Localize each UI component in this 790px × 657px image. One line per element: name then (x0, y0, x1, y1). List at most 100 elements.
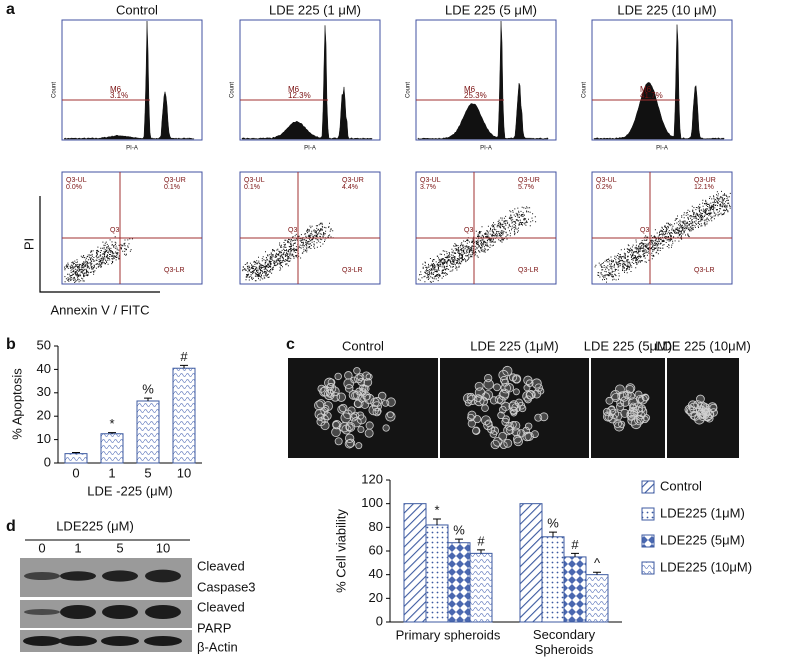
y-tick-label: 100 (361, 495, 383, 510)
bar (585, 574, 609, 623)
blot-band (101, 636, 139, 646)
legend-label: LDE225 (10μM) (660, 559, 752, 574)
x-tick-label: Secondary Spheroids (533, 627, 596, 657)
error-bar (433, 518, 441, 525)
panel-title: LDE 225 (5 μM) (445, 2, 537, 17)
quadrant-label: Q3-UL (596, 177, 617, 184)
quadrant-pct: 4.4% (342, 184, 358, 191)
significance-mark: % (453, 523, 465, 538)
lane-label: 1 (74, 540, 81, 555)
quadrant-pct: 3.7% (420, 184, 436, 191)
scatter-frame (239, 171, 381, 285)
axis-label: Annexin V / FITC (51, 302, 150, 317)
quadrant-center: Q3 (110, 227, 119, 234)
quadrant-center: Q3 (640, 227, 649, 234)
quadrant-center: Q3 (288, 227, 297, 234)
x-tick-label: 5 (144, 465, 151, 480)
x-tick-label: Primary spheroids (396, 627, 501, 642)
legend-swatch (641, 534, 655, 548)
quadrant-label: Q3-UR (164, 177, 186, 184)
bar (64, 453, 88, 464)
lane-label: 5 (116, 540, 123, 555)
blot-label: β-Actin (197, 639, 238, 654)
axis-label: PI-A (656, 146, 668, 152)
significance-mark: # (571, 537, 579, 552)
quadrant-label: Q3-LR (164, 267, 185, 274)
bar (563, 556, 587, 623)
error-bar (571, 552, 579, 557)
y-axis-label: % Cell viability (333, 509, 348, 593)
histogram-frame (415, 19, 557, 141)
gate-pct: 25.3% (464, 91, 487, 100)
x-tick-label: 0 (72, 465, 79, 480)
histogram (417, 20, 549, 140)
x-tick-label: 10 (177, 465, 191, 480)
x-tick-label: 1 (108, 465, 115, 480)
y-tick-label: 30 (37, 384, 51, 399)
quadrant-label: Q3-UR (694, 177, 716, 184)
y-tick-label: 40 (369, 566, 383, 581)
error-bar (477, 549, 485, 554)
histogram-frame (239, 19, 381, 141)
quadrant-label: Q3-UR (342, 177, 364, 184)
bar (469, 552, 493, 623)
blot-band (145, 569, 181, 583)
spheroid-cells (463, 366, 549, 450)
legend-swatch (641, 480, 655, 494)
error-bar (455, 538, 463, 543)
scatter-dots (594, 190, 731, 283)
quadrant-label: Q3-UL (420, 177, 441, 184)
gate-label: M6 (640, 85, 652, 94)
scatter-dots (242, 222, 334, 282)
panel-title: LDE 225 (1 μM) (269, 2, 361, 17)
bar (541, 536, 565, 623)
scatter-frame (61, 171, 203, 285)
blot-label: Caspase3 (197, 579, 256, 594)
gate-pct: 3.1% (110, 91, 128, 100)
y-tick-label: 0 (44, 454, 51, 469)
image-title: LDE 225 (10μM) (655, 338, 751, 353)
y-tick-label: 40 (37, 361, 51, 376)
blot-label: Cleaved (197, 558, 245, 573)
blot-label: Cleaved (197, 599, 245, 614)
y-tick-label: 10 (37, 431, 51, 446)
bar (447, 542, 471, 623)
panel-title: LDE 225 (10 μM) (617, 2, 716, 17)
significance-mark: # (180, 349, 188, 364)
panel-label: a (6, 1, 15, 18)
significance-mark: % (547, 516, 559, 531)
quadrant-pct: 0.1% (244, 184, 260, 191)
histogram-frame (591, 19, 733, 141)
blot-sep (20, 628, 192, 630)
quadrant-label: Q3-UL (66, 177, 87, 184)
error-bar (593, 571, 601, 575)
error-bar (549, 531, 557, 537)
lane-label: 10 (156, 540, 170, 555)
histogram (63, 20, 195, 140)
scatter-frame (591, 171, 733, 285)
legend-swatch (641, 507, 655, 521)
error-bar (144, 397, 152, 401)
histogram (241, 25, 373, 140)
bar (519, 503, 543, 623)
significance-mark: % (142, 382, 154, 397)
panel-label: c (286, 336, 295, 353)
scatter-frame (415, 171, 557, 285)
bar (172, 367, 196, 464)
blot-label: PARP (197, 620, 231, 635)
blot-band (24, 572, 60, 580)
blot-band (60, 605, 96, 619)
bar (136, 400, 160, 464)
gate-pct: 41.7% (640, 91, 663, 100)
quadrant-label: Q3-UL (244, 177, 265, 184)
blot-band (59, 636, 97, 646)
axis-label: PI (21, 238, 36, 250)
legend-label: LDE225 (5μM) (660, 532, 745, 547)
axis-label: PI-A (126, 146, 138, 152)
blot-band (60, 571, 96, 581)
blot-band (23, 636, 61, 646)
blot-band (24, 609, 60, 615)
significance-mark: # (477, 533, 485, 548)
